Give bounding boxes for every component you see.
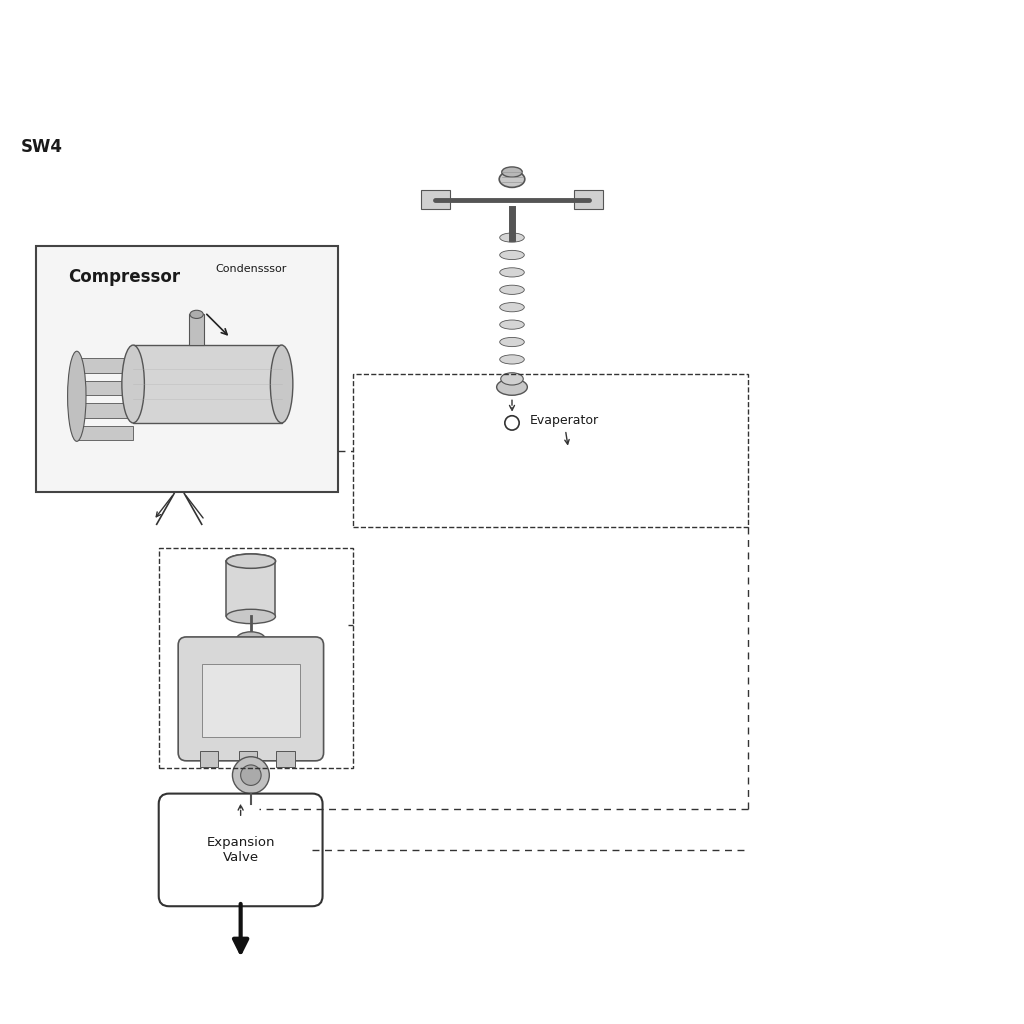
Circle shape xyxy=(232,757,269,794)
Ellipse shape xyxy=(500,303,524,311)
Bar xyxy=(239,751,257,767)
Bar xyxy=(77,381,133,395)
Ellipse shape xyxy=(500,286,524,295)
Ellipse shape xyxy=(501,373,523,385)
Bar xyxy=(133,345,282,423)
FancyBboxPatch shape xyxy=(159,794,323,906)
Circle shape xyxy=(505,416,519,430)
Circle shape xyxy=(244,805,258,819)
Circle shape xyxy=(241,765,261,785)
FancyBboxPatch shape xyxy=(178,637,324,761)
Bar xyxy=(276,751,295,767)
Text: Condensssor: Condensssor xyxy=(215,264,287,274)
Ellipse shape xyxy=(226,609,275,624)
Bar xyxy=(226,561,275,616)
Text: Evaperator: Evaperator xyxy=(529,414,599,444)
Text: Compressor: Compressor xyxy=(69,268,180,287)
Bar xyxy=(574,190,603,209)
Text: Expansion
Valve: Expansion Valve xyxy=(207,836,274,864)
Ellipse shape xyxy=(500,251,524,259)
Bar xyxy=(421,190,450,209)
Ellipse shape xyxy=(237,632,265,646)
Bar xyxy=(77,358,133,373)
Bar xyxy=(189,314,204,345)
Ellipse shape xyxy=(270,345,293,423)
Ellipse shape xyxy=(500,338,524,346)
Ellipse shape xyxy=(500,355,524,364)
Ellipse shape xyxy=(226,554,275,568)
Ellipse shape xyxy=(500,171,524,187)
Bar xyxy=(77,426,133,440)
Bar xyxy=(200,751,218,767)
Bar xyxy=(202,664,300,737)
Bar xyxy=(36,246,338,492)
Ellipse shape xyxy=(190,310,203,318)
Ellipse shape xyxy=(497,379,527,395)
Ellipse shape xyxy=(500,319,524,329)
Ellipse shape xyxy=(226,554,275,568)
Bar xyxy=(159,548,353,768)
Text: SW4: SW4 xyxy=(20,138,62,157)
Ellipse shape xyxy=(68,351,86,441)
Ellipse shape xyxy=(122,345,144,423)
Ellipse shape xyxy=(500,233,524,242)
Bar xyxy=(353,374,748,527)
Bar xyxy=(77,403,133,418)
Ellipse shape xyxy=(502,167,522,177)
Ellipse shape xyxy=(500,267,524,276)
